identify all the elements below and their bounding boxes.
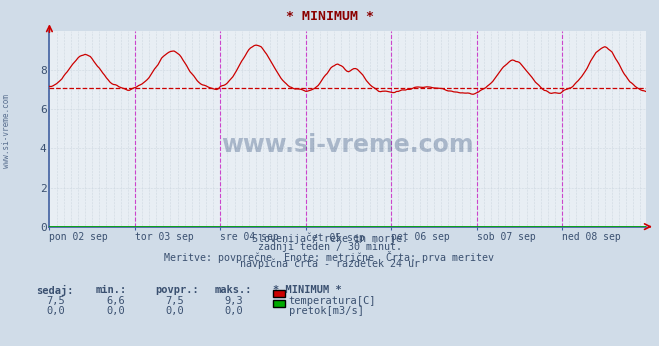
Text: temperatura[C]: temperatura[C] (289, 296, 376, 306)
Text: * MINIMUM *: * MINIMUM * (285, 10, 374, 24)
Text: 7,5: 7,5 (47, 296, 65, 306)
Text: pretok[m3/s]: pretok[m3/s] (289, 306, 364, 316)
Text: Slovenija / reke in morje.: Slovenija / reke in morje. (252, 234, 407, 244)
Text: 0,0: 0,0 (225, 306, 243, 316)
Text: 9,3: 9,3 (225, 296, 243, 306)
Text: www.si-vreme.com: www.si-vreme.com (2, 94, 11, 169)
Text: 7,5: 7,5 (165, 296, 184, 306)
Text: Meritve: povprečne  Enote: metrične  Črta: prva meritev: Meritve: povprečne Enote: metrične Črta:… (165, 251, 494, 263)
Text: min.:: min.: (96, 285, 127, 295)
Text: www.si-vreme.com: www.si-vreme.com (221, 133, 474, 156)
Text: zadnji teden / 30 minut.: zadnji teden / 30 minut. (258, 242, 401, 252)
Text: 0,0: 0,0 (165, 306, 184, 316)
Text: maks.:: maks.: (214, 285, 252, 295)
Text: 6,6: 6,6 (106, 296, 125, 306)
Text: povpr.:: povpr.: (155, 285, 198, 295)
Text: 0,0: 0,0 (106, 306, 125, 316)
Text: navpična črta - razdelek 24 ur: navpična črta - razdelek 24 ur (239, 259, 420, 269)
Text: 0,0: 0,0 (47, 306, 65, 316)
Text: * MINIMUM *: * MINIMUM * (273, 285, 342, 295)
Text: sedaj:: sedaj: (36, 285, 74, 297)
